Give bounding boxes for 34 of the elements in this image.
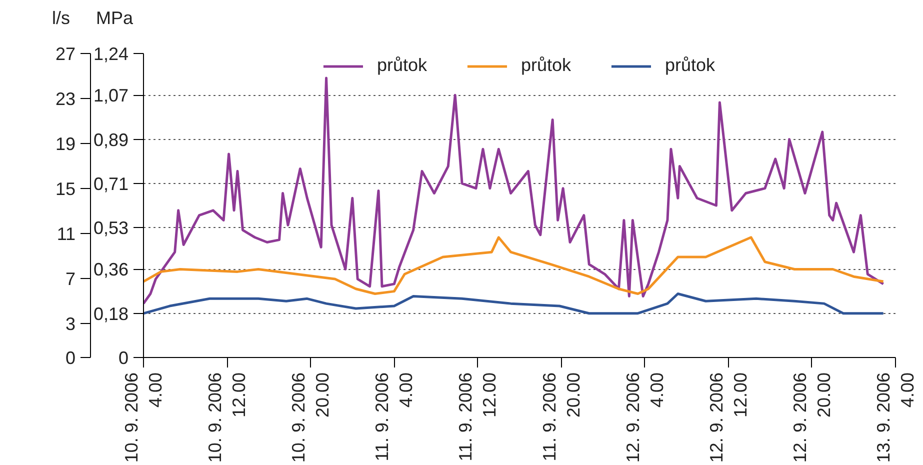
x-tick-label: 11. 9. 2006 12.00 bbox=[456, 372, 500, 462]
y2-tick-label: 19 bbox=[55, 134, 76, 154]
legend-label: průtok bbox=[376, 55, 427, 76]
line-series bbox=[144, 292, 885, 315]
x-tick-label: 12. 9. 2006 20.00 bbox=[790, 372, 834, 463]
y2-tick-label: 23 bbox=[55, 89, 76, 110]
y2-tick-label: 27 bbox=[55, 44, 76, 64]
x-tick-label: 10. 9. 2006 12.00 bbox=[205, 372, 250, 463]
y2-tick-label: 7 bbox=[65, 269, 76, 290]
y-tick-label: 0,18 bbox=[93, 304, 129, 324]
y2-tick-label: 11 bbox=[56, 224, 76, 244]
y-tick-label: 1,24 bbox=[93, 44, 129, 64]
y2-tick-label: 3 bbox=[65, 314, 76, 334]
y2-tick-label: 15 bbox=[55, 179, 76, 200]
x-tick-label: 10. 9. 2006 20.00 bbox=[288, 372, 333, 463]
y-tick-label: 0,36 bbox=[93, 260, 129, 280]
y-tick-label: 0,89 bbox=[93, 130, 129, 150]
y-tick-label: 0 bbox=[118, 348, 129, 368]
y-tick-label: 0,71 bbox=[93, 174, 129, 194]
y-tick-label: 0,53 bbox=[93, 218, 129, 238]
y2-tick-label: 0 bbox=[65, 348, 76, 368]
y-tick-label: 1,07 bbox=[93, 86, 129, 106]
y2-axis-title: l/s bbox=[52, 7, 70, 30]
line-series bbox=[144, 76, 885, 305]
x-tick-label: 12. 9. 2006 12.00 bbox=[706, 372, 750, 463]
x-tick-label: 10. 9. 2006 4.00 bbox=[122, 372, 166, 463]
y-axis-title: MPa bbox=[96, 7, 134, 30]
x-tick-label: 11. 9. 2006 20.00 bbox=[539, 372, 584, 462]
x-tick-label: 12. 9. 2006 4.00 bbox=[622, 372, 667, 463]
x-tick-label: 11. 9. 2006 4.00 bbox=[372, 372, 416, 462]
x-tick-label: 13. 9. 2006 4.00 bbox=[874, 372, 918, 463]
legend-label: průtok bbox=[665, 55, 716, 76]
legend-label: průtok bbox=[520, 55, 572, 76]
line-series bbox=[144, 236, 885, 296]
